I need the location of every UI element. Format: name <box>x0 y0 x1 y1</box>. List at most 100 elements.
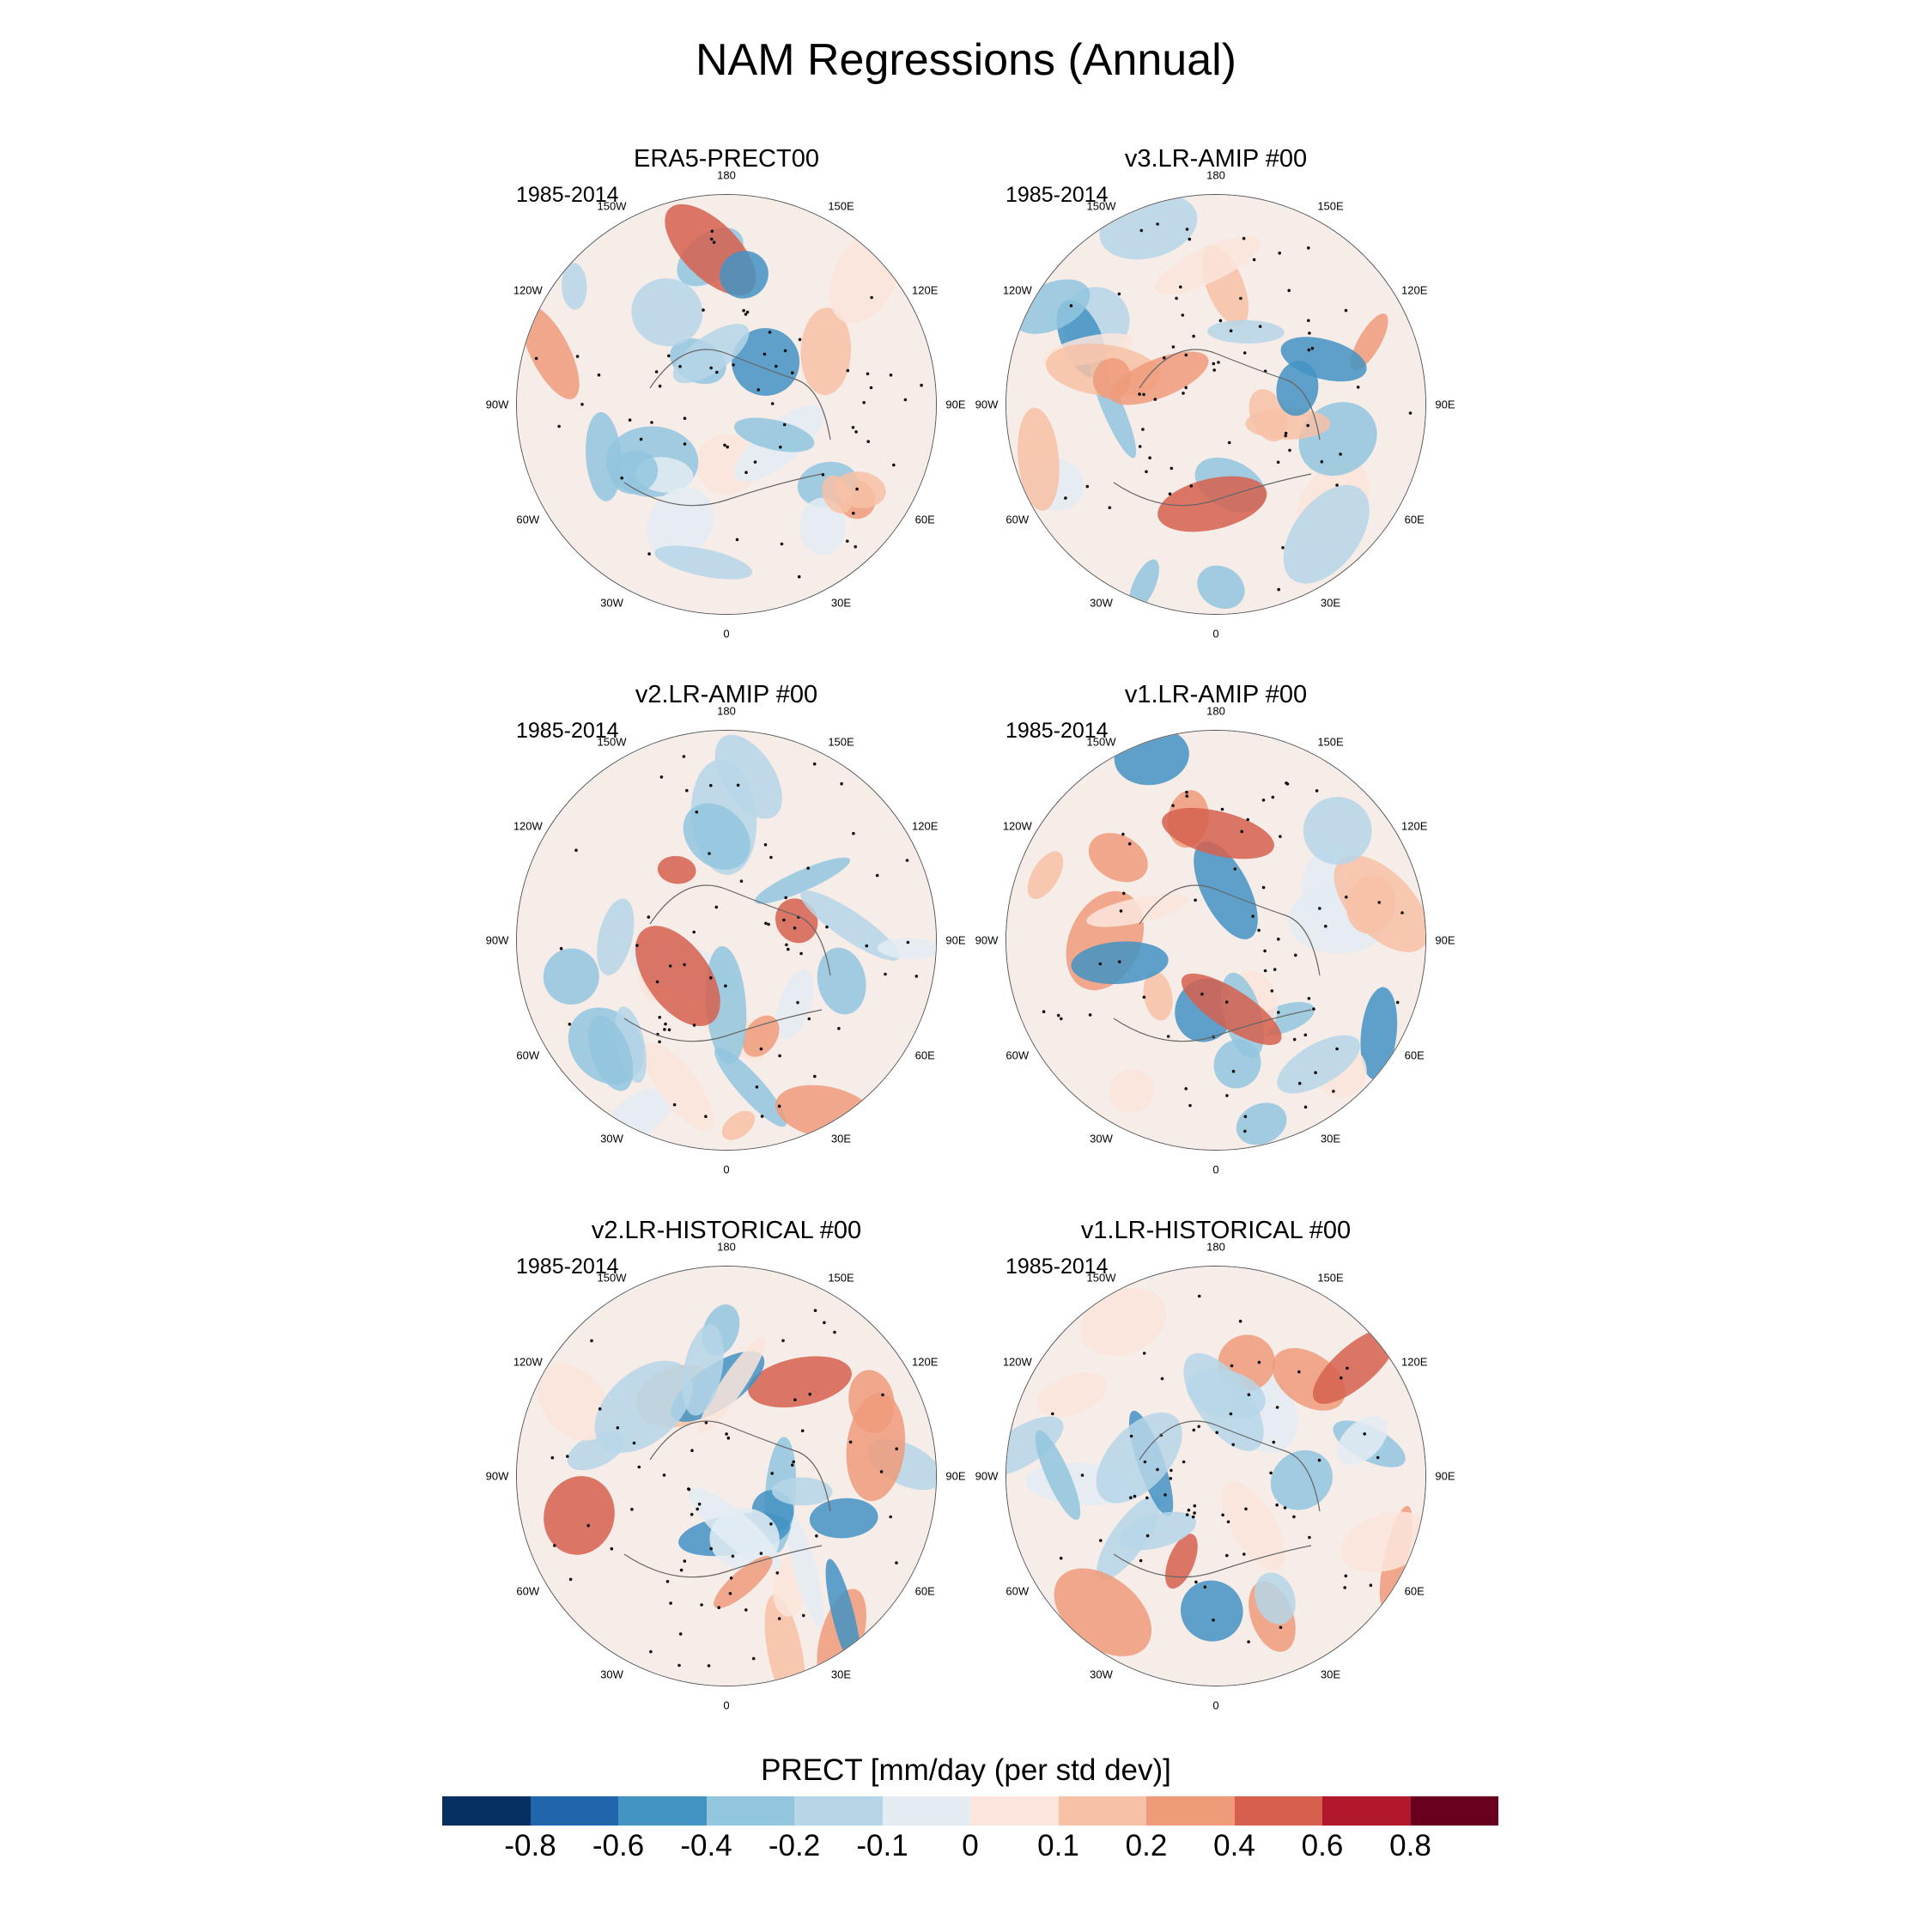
longitude-label: 120E <box>912 283 939 296</box>
longitude-label: 150E <box>1317 1271 1344 1285</box>
longitude-label: 60E <box>914 513 935 526</box>
colorbar-box <box>1146 1796 1235 1826</box>
longitude-label: 150W <box>1086 735 1116 749</box>
colorbar-title: PRECT [mm/day (per std dev)] <box>761 1753 1171 1787</box>
longitude-label: 60W <box>1005 1584 1030 1597</box>
polar-map <box>1005 194 1426 615</box>
longitude-label: 120E <box>912 1355 939 1368</box>
longitude-label: 30W <box>1090 596 1113 610</box>
longitude-label: 60W <box>516 1584 540 1597</box>
colorbar-box <box>1058 1796 1146 1826</box>
longitude-label: 120W <box>513 819 543 832</box>
colorbar-box <box>882 1796 970 1826</box>
longitude-label: 180 <box>717 1240 736 1254</box>
longitude-label: 30W <box>600 1132 623 1145</box>
longitude-label: 120W <box>513 283 543 296</box>
longitude-label: 120W <box>1002 819 1032 832</box>
panel-title: v2.LR-HISTORICAL #00 <box>591 1217 862 1244</box>
longitude-label: 180 <box>717 168 736 182</box>
panel-period: 1985-2014 <box>1005 1255 1109 1279</box>
panel-period: 1985-2014 <box>1005 183 1109 207</box>
panel-title: v1.LR-HISTORICAL #00 <box>1080 1217 1352 1244</box>
colorbar-tick-label: 0.1 <box>1037 1829 1079 1862</box>
longitude-label: 150E <box>828 1271 854 1285</box>
longitude-label: 60E <box>1404 1048 1425 1061</box>
colorbar-box <box>794 1796 883 1826</box>
longitude-label: 90W <box>975 1469 999 1483</box>
colorbar-box <box>618 1796 707 1826</box>
panel-title: v2.LR-AMIP #00 <box>635 681 818 708</box>
colorbar-tick-label: 0.2 <box>1125 1829 1168 1862</box>
figure-title: NAM Regressions (Annual) <box>695 35 1237 85</box>
longitude-label: 0 <box>723 1163 730 1176</box>
longitude-label: 60E <box>1404 513 1425 526</box>
longitude-label: 30E <box>830 1668 852 1681</box>
panel-period: 1985-2014 <box>516 1255 619 1279</box>
polar-map <box>516 730 937 1151</box>
longitude-label: 150W <box>597 1271 627 1285</box>
longitude-label: 120W <box>513 1355 543 1368</box>
polar-map <box>516 1266 937 1686</box>
longitude-label: 90E <box>945 933 966 947</box>
colorbar-tick-label: 0 <box>962 1829 979 1862</box>
polar-map <box>516 194 937 615</box>
longitude-label: 30E <box>1320 1668 1341 1681</box>
longitude-label: 60E <box>914 1048 935 1061</box>
longitude-label: 180 <box>1206 1240 1225 1254</box>
longitude-label: 120E <box>1401 819 1428 832</box>
longitude-label: 60E <box>1404 1584 1425 1597</box>
longitude-label: 90W <box>485 933 509 947</box>
colorbar-tick-label: -0.2 <box>768 1829 821 1862</box>
colorbar-tick-label: -0.6 <box>592 1829 645 1862</box>
longitude-label: 150W <box>597 199 627 213</box>
colorbar <box>442 1796 1498 1826</box>
longitude-label: 0 <box>723 627 730 641</box>
longitude-label: 150E <box>828 199 854 213</box>
longitude-label: 150W <box>1086 199 1116 213</box>
longitude-label: 0 <box>1212 627 1219 641</box>
longitude-label: 90E <box>1435 933 1455 947</box>
colorbar-tick-label: 0.4 <box>1213 1829 1255 1862</box>
longitude-label: 30E <box>1320 596 1341 610</box>
colorbar-box <box>530 1796 618 1826</box>
colorbar-tick-label: -0.4 <box>680 1829 732 1862</box>
longitude-label: 90W <box>485 398 509 411</box>
longitude-label: 120E <box>912 819 939 832</box>
colorbar-box <box>442 1796 531 1826</box>
longitude-label: 150E <box>1317 199 1344 213</box>
longitude-label: 120E <box>1401 283 1428 296</box>
longitude-label: 150W <box>1086 1271 1116 1285</box>
panel-period: 1985-2014 <box>516 183 619 207</box>
panel-title: ERA5-PRECT00 <box>634 145 819 173</box>
colorbar-box <box>706 1796 794 1826</box>
colorbar-tick-label: -0.1 <box>856 1829 908 1862</box>
panel-title: v3.LR-AMIP #00 <box>1124 145 1308 173</box>
longitude-label: 60W <box>1005 513 1030 526</box>
longitude-label: 150W <box>597 735 627 749</box>
longitude-label: 30W <box>600 596 623 610</box>
longitude-label: 60E <box>914 1584 935 1597</box>
colorbar-box <box>970 1796 1059 1826</box>
longitude-label: 180 <box>717 704 736 718</box>
longitude-label: 120W <box>1002 283 1032 296</box>
colorbar-box <box>1322 1796 1411 1826</box>
colorbar-box <box>1410 1796 1498 1826</box>
longitude-label: 30E <box>1320 1132 1341 1145</box>
longitude-label: 90E <box>1435 1469 1455 1483</box>
colorbar-tick-label: 0.8 <box>1389 1829 1431 1862</box>
longitude-label: 120E <box>1401 1355 1428 1368</box>
panel-period: 1985-2014 <box>516 719 619 743</box>
colorbar-tick-label: 0.6 <box>1301 1829 1344 1862</box>
longitude-label: 0 <box>723 1698 730 1712</box>
longitude-label: 90W <box>975 398 999 411</box>
longitude-label: 30E <box>830 596 852 610</box>
longitude-label: 90W <box>975 933 999 947</box>
polar-map <box>1005 1266 1426 1686</box>
colorbar-box <box>1234 1796 1322 1826</box>
panel-title: v1.LR-AMIP #00 <box>1124 681 1308 708</box>
longitude-label: 150E <box>1317 735 1344 749</box>
longitude-label: 90E <box>945 398 966 411</box>
longitude-label: 30W <box>600 1668 623 1681</box>
longitude-label: 60W <box>516 513 540 526</box>
longitude-label: 0 <box>1212 1698 1219 1712</box>
